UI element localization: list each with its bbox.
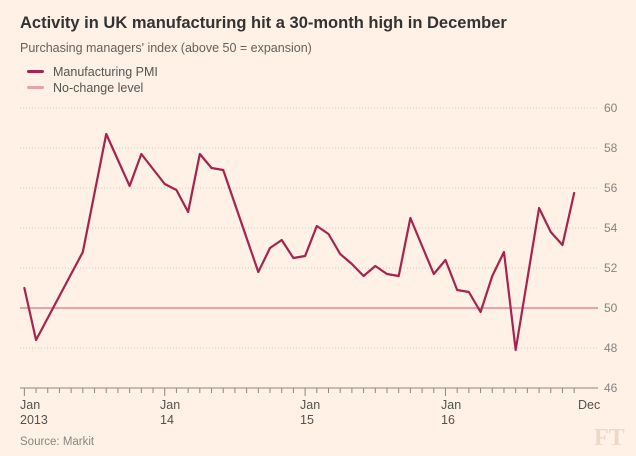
svg-text:46: 46 [604, 381, 618, 395]
svg-text:60: 60 [604, 101, 618, 115]
svg-text:58: 58 [604, 141, 618, 155]
svg-text:52: 52 [604, 261, 618, 275]
svg-text:54: 54 [604, 221, 618, 235]
svg-text:56: 56 [604, 181, 618, 195]
svg-text:50: 50 [604, 301, 618, 315]
svg-text:48: 48 [604, 341, 618, 355]
